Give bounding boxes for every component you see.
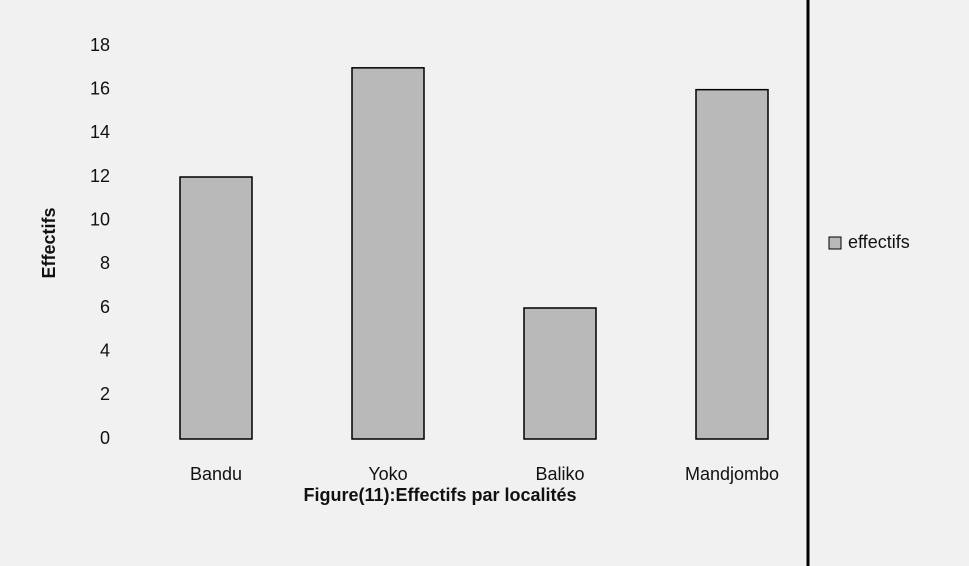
chart-title: Figure(11):Effectifs par localités <box>303 485 576 505</box>
bar <box>351 67 425 440</box>
legend-swatch <box>828 236 842 250</box>
y-tick-label: 10 <box>90 209 110 229</box>
y-tick-label: 14 <box>90 122 110 142</box>
y-tick-label: 4 <box>100 340 110 360</box>
y-tick-label: 16 <box>90 78 110 98</box>
y-axis-label: Effectifs <box>39 207 59 278</box>
y-tick-label: 12 <box>90 166 110 186</box>
x-tick-label: Mandjombo <box>685 464 779 484</box>
x-tick-label: Yoko <box>368 464 407 484</box>
y-tick-label: 18 <box>90 35 110 55</box>
bar <box>179 176 253 440</box>
y-tick-label: 2 <box>100 384 110 404</box>
y-tick-label: 8 <box>100 253 110 273</box>
bar <box>523 307 597 440</box>
x-tick-label: Baliko <box>535 464 584 484</box>
legend-label: effectifs <box>848 232 910 252</box>
bar <box>695 88 769 440</box>
y-tick-label: 0 <box>100 428 110 448</box>
x-tick-label: Bandu <box>190 464 242 484</box>
y-tick-label: 6 <box>100 297 110 317</box>
